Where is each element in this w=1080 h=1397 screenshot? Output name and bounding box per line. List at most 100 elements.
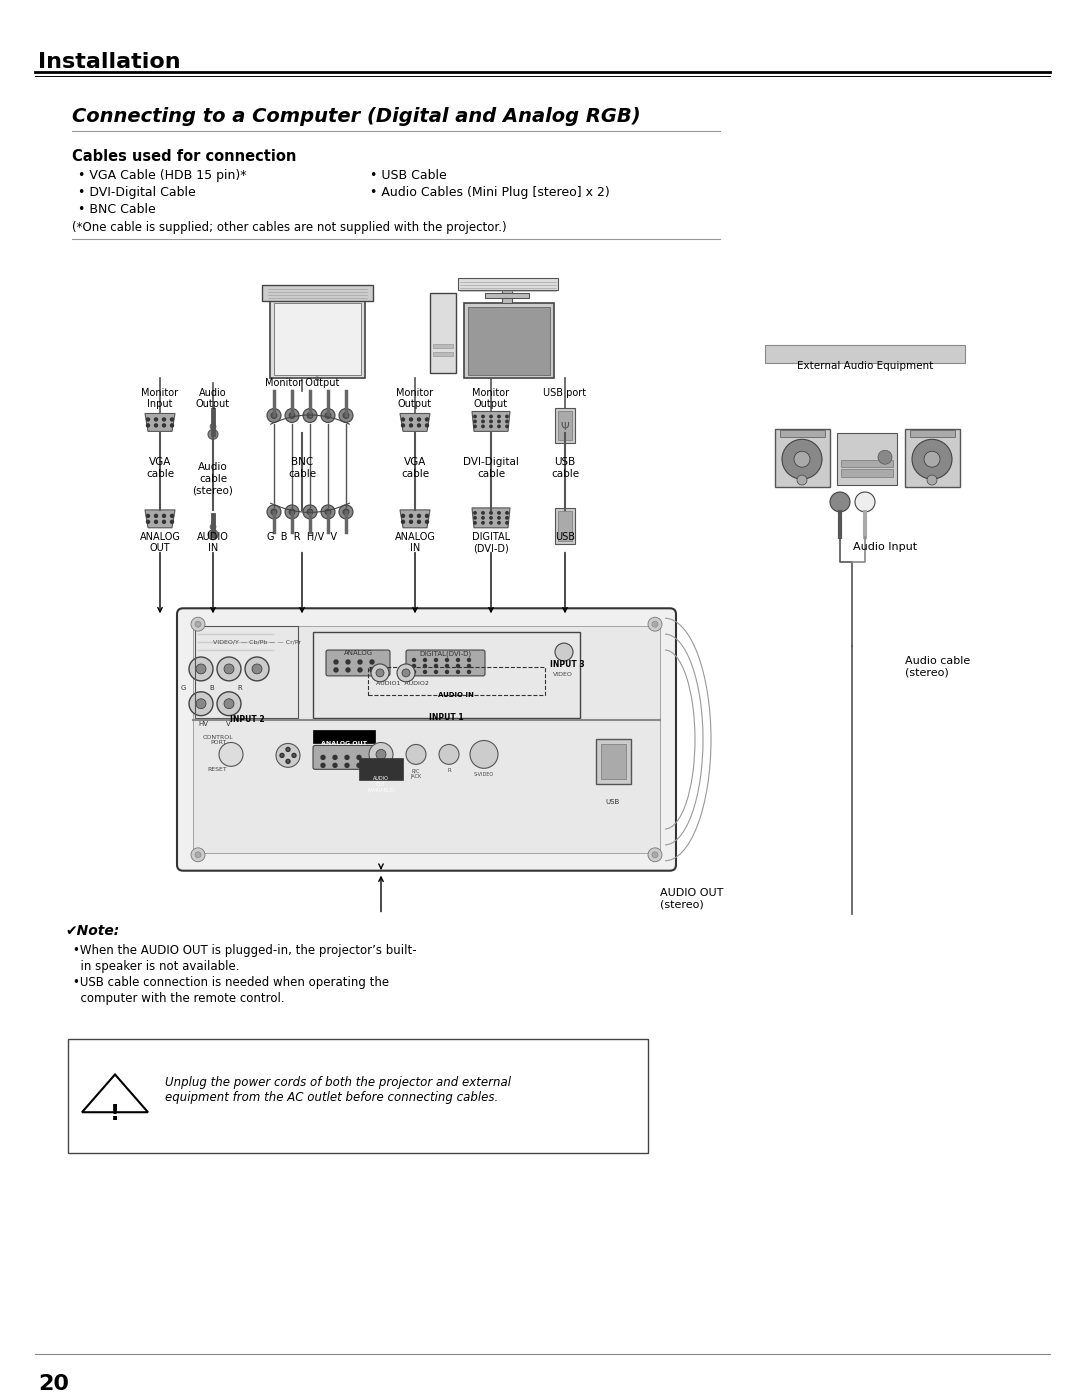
Circle shape [413,671,416,673]
Circle shape [402,514,405,517]
Circle shape [357,659,362,664]
Text: • Audio Cables (Mini Plug [stereo] x 2): • Audio Cables (Mini Plug [stereo] x 2) [370,186,610,198]
Text: USB
cable: USB cable [551,457,579,479]
Text: AUDIO
IN: AUDIO IN [197,532,229,553]
FancyBboxPatch shape [837,433,897,485]
Circle shape [505,415,509,418]
Circle shape [267,408,281,422]
Circle shape [369,742,393,767]
FancyBboxPatch shape [359,759,403,781]
Circle shape [285,408,299,422]
Circle shape [468,658,471,661]
FancyBboxPatch shape [177,608,676,870]
Polygon shape [400,414,430,432]
Circle shape [210,423,216,429]
Circle shape [195,664,206,673]
Text: ANALOG
IN: ANALOG IN [394,532,435,553]
Text: INPUT 3: INPUT 3 [550,659,584,669]
Text: CONTROL
PORT: CONTROL PORT [203,735,233,746]
FancyBboxPatch shape [558,511,572,541]
Circle shape [189,657,213,680]
FancyBboxPatch shape [262,285,373,302]
Circle shape [794,451,810,467]
Circle shape [498,517,500,520]
Text: AUDIO IN: AUDIO IN [438,692,474,697]
Circle shape [346,668,350,672]
FancyBboxPatch shape [555,509,575,543]
Circle shape [334,659,338,664]
Circle shape [912,439,951,479]
Circle shape [505,425,509,427]
Circle shape [191,617,205,631]
FancyBboxPatch shape [433,344,453,348]
Text: Audio Input: Audio Input [853,542,917,552]
Circle shape [413,665,416,668]
Circle shape [474,425,476,427]
Text: Unplug the power cords of both the projector and external
equipment from the AC : Unplug the power cords of both the proje… [165,1077,511,1105]
FancyBboxPatch shape [275,298,360,302]
Circle shape [195,698,206,708]
Circle shape [345,763,349,767]
Circle shape [490,517,492,520]
Circle shape [482,415,484,418]
Circle shape [210,524,216,529]
Text: INPUT 2: INPUT 2 [230,715,265,724]
Circle shape [409,520,413,524]
Circle shape [162,418,165,420]
Text: VGA
cable: VGA cable [146,457,174,479]
Circle shape [321,408,335,422]
Circle shape [457,671,459,673]
FancyBboxPatch shape [555,408,575,443]
Circle shape [924,451,940,467]
FancyBboxPatch shape [780,430,825,437]
Circle shape [490,415,492,418]
Text: VGA
cable: VGA cable [401,457,429,479]
Text: RESET: RESET [207,767,227,773]
Circle shape [418,520,420,524]
Text: •USB cable connection is needed when operating the: •USB cable connection is needed when ope… [73,977,389,989]
Circle shape [438,745,459,764]
Text: in speaker is not available.: in speaker is not available. [73,960,240,974]
Circle shape [321,504,335,518]
FancyBboxPatch shape [464,303,554,377]
FancyBboxPatch shape [600,745,626,780]
FancyBboxPatch shape [485,293,529,298]
Text: •When the AUDIO OUT is plugged-in, the projector’s built-: •When the AUDIO OUT is plugged-in, the p… [73,944,417,957]
Circle shape [498,420,500,423]
Text: AUDIO1  AUDIO2: AUDIO1 AUDIO2 [376,680,429,686]
FancyBboxPatch shape [270,300,365,377]
Circle shape [307,509,313,515]
Circle shape [474,420,476,423]
Circle shape [303,504,318,518]
Circle shape [498,511,500,514]
Circle shape [154,520,158,524]
FancyBboxPatch shape [905,429,960,488]
Circle shape [333,763,337,767]
Circle shape [878,450,892,464]
Text: Ψ: Ψ [561,422,569,433]
Text: !: ! [110,1104,120,1125]
Circle shape [343,412,349,419]
Circle shape [402,669,410,678]
Circle shape [498,521,500,524]
Circle shape [162,520,165,524]
Circle shape [482,511,484,514]
Text: USB: USB [606,799,620,805]
Text: • USB Cable: • USB Cable [370,169,447,182]
Circle shape [162,514,165,517]
Text: DIGITAL(DVI-D): DIGITAL(DVI-D) [419,650,471,657]
Text: • VGA Cable (HDB 15 pin)*: • VGA Cable (HDB 15 pin)* [78,169,246,182]
Circle shape [418,418,420,420]
Text: AUDIO OUT
(stereo): AUDIO OUT (stereo) [660,887,724,909]
Circle shape [474,521,476,524]
Circle shape [154,423,158,427]
Circle shape [446,671,448,673]
FancyBboxPatch shape [558,411,572,440]
Circle shape [648,848,662,862]
Circle shape [321,763,325,767]
Circle shape [307,412,313,419]
FancyBboxPatch shape [313,746,375,770]
Circle shape [652,852,658,858]
Circle shape [426,423,429,427]
Circle shape [195,852,201,858]
